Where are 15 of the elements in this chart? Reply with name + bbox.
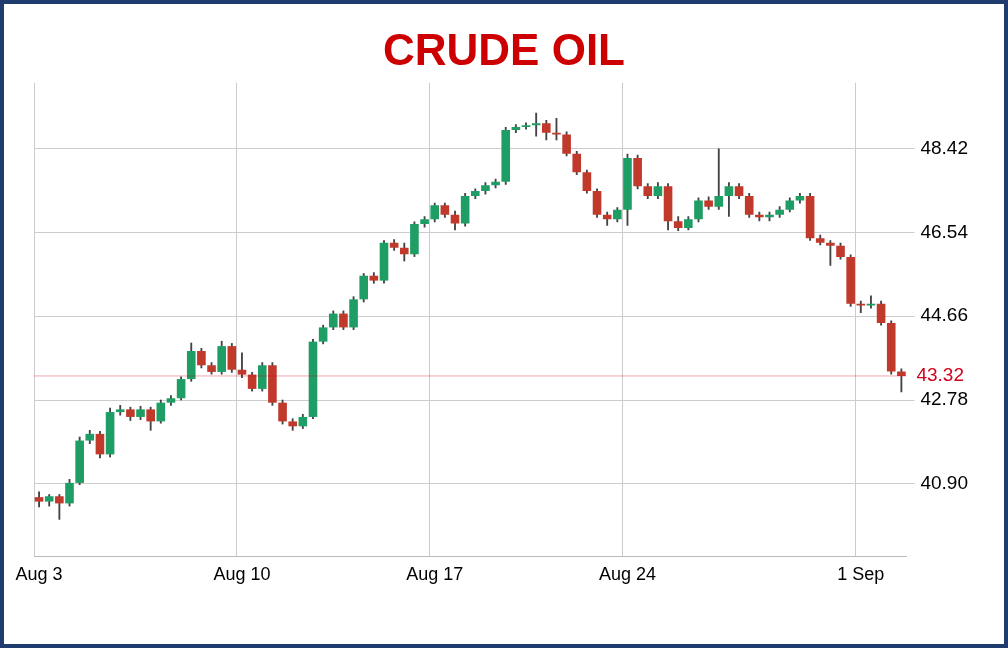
chart-title: CRUDE OIL	[383, 24, 625, 74]
y-tick-label: 40.90	[920, 472, 968, 494]
candlestick	[826, 240, 835, 266]
y-tick-label: 42.78	[920, 388, 968, 410]
x-tick-label: Aug 10	[213, 564, 271, 585]
x-tick-label: Aug 3	[15, 564, 63, 585]
y-tick-label: 46.54	[920, 220, 969, 242]
candlestick	[866, 295, 876, 309]
ref-line-label: 43.32	[916, 364, 964, 386]
candlestick	[531, 112, 541, 137]
x-tick-label: 1 Sep	[837, 564, 885, 585]
x-tick-label: Aug 24	[598, 564, 656, 585]
y-tick-label: 48.42	[920, 136, 968, 158]
y-tick-label: 44.66	[920, 304, 968, 326]
x-tick-label: Aug 17	[406, 564, 464, 585]
